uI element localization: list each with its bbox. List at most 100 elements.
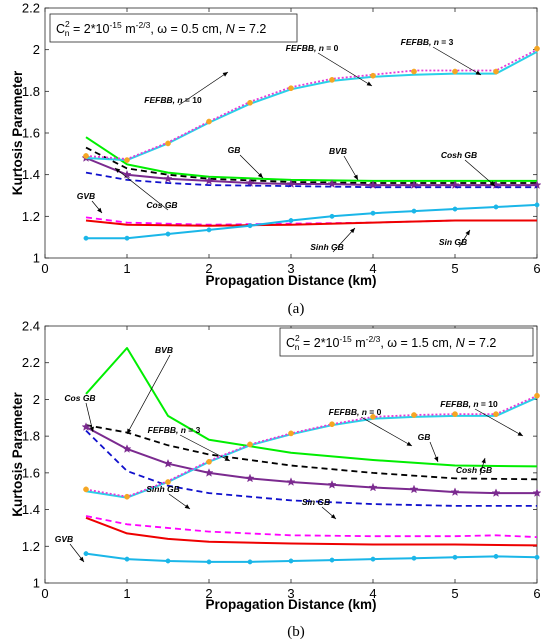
panel-a-annotation: FEFBB, n = 0 [286, 43, 373, 87]
panel-b-series-9-point [370, 414, 376, 420]
panel-b-series-2-point [327, 480, 337, 489]
panel-b-annotation-label: Sin GB [302, 497, 330, 507]
panel-a-plot-area [44, 7, 538, 259]
panel-a-y-tick-label: 1.2 [22, 209, 40, 224]
panel-b-annotation-label: FEFBB, n = 0 [329, 407, 382, 417]
panel-a-series-6-point [288, 218, 294, 223]
panel-a-annotation-arrowhead [475, 70, 481, 75]
panel-b-series-6-point [288, 558, 294, 564]
panel-b-series-2-point [286, 477, 296, 486]
panel-a-x-tick-label: 4 [369, 261, 376, 276]
panel-b-annotation-arrowhead [330, 514, 336, 519]
panel-b-x-tick-label: 6 [533, 586, 540, 601]
panel-a-y-tick-label: 1.8 [22, 84, 40, 99]
panel-a-annotation: FEFBB, n = 3 [401, 37, 482, 76]
panel-a-series-4 [85, 216, 537, 226]
panel-a-series-5-line [85, 219, 537, 227]
panel-b-parameter-box: C2 n = 2*10-15 m-2/3, ω = 1.5 cm, N = 7.2 [279, 327, 534, 357]
panel-a-annotation-label: GVB [77, 191, 95, 201]
panel-a-series-8-line [85, 48, 538, 160]
panel-a-annotation: Sinh GB [310, 227, 356, 253]
panel-a-series-2-point [163, 174, 173, 183]
panel-a-caption: (a) [288, 301, 305, 317]
panel-a-series-9-point [493, 68, 499, 75]
panel-a-x-tick-label: 0 [41, 261, 48, 276]
panel-b-annotation-arrowhead [434, 456, 439, 462]
panel-b-annotation-label: GVB [55, 534, 73, 544]
panel-a-series-6-point [370, 210, 376, 216]
panel-b-series-2-point [368, 482, 378, 492]
panel-a-x-tick-label: 5 [451, 261, 458, 276]
panel-a-parameter-text: C2 n = 2*10-15 m-2/3, ω = 0.5 cm, N = 7.2 [56, 19, 266, 38]
panel-a-series-6-point [206, 227, 212, 233]
panel-a-annotation-label: Cos GB [146, 200, 177, 210]
panel-b-series-2-point [163, 458, 173, 468]
panel-a-series-6-point [329, 213, 335, 219]
panel-a-annotation: FEFBB, n = 10 [144, 71, 229, 106]
panel-b-series-6-point [206, 559, 212, 565]
panel-a-annotation: GB [228, 145, 264, 179]
panel-a-y-tick-label: 1 [33, 251, 40, 266]
panel-a-series-7-line [85, 50, 538, 162]
panel-b-y-tick-label: 2.4 [22, 319, 40, 334]
panel-a-annotation-arrow [178, 71, 229, 106]
panel-b-series-6-point [452, 554, 458, 560]
panel-a-series-2-point [368, 180, 378, 189]
panel-b-series-6-point [247, 559, 253, 565]
panel-b-annotation-label: BVB [155, 345, 173, 355]
panel-a-series-2-point [327, 179, 337, 188]
panel-b-series-9 [83, 392, 540, 500]
panel-a-annotation-arrow [432, 46, 482, 76]
panel-a-annotation-arrowhead [489, 181, 495, 186]
panel-b-annotation-arrow [360, 416, 413, 447]
panel-b-annotation-arrow [179, 434, 231, 462]
panel-b-annotation-arrowhead [481, 458, 486, 464]
panel-b-series-2-point [532, 488, 542, 497]
panel-b-annotation-label: GB [418, 432, 431, 442]
panel-b-y-tick-label: 1 [33, 576, 40, 591]
panel-b-series-2-point [450, 487, 460, 496]
panel-a-series-7 [85, 50, 538, 162]
panel-b-series-2-line [85, 426, 537, 495]
panel-a-annotation-arrow [114, 167, 169, 211]
panel-a-series-9-point [452, 68, 458, 75]
panel-a-annotation-label: FEFBB, n = 3 [401, 37, 454, 47]
panel-b-series-9-point [206, 458, 212, 465]
panel-a-series-1-line [85, 146, 537, 184]
panel-a-x-axis-label: Propagation Distance (km) [205, 273, 376, 288]
panel-a-series-9-point [534, 45, 540, 52]
panel-b-series-2-point [409, 484, 419, 494]
panel-a-series-6-point [452, 206, 458, 212]
panel-b-series-9-point [247, 441, 253, 448]
panel-b-annotation-label: Sinh GB [146, 484, 180, 494]
panel-a-series-6 [83, 202, 540, 241]
panel-b-series-1-line [85, 424, 538, 481]
panel-b-annotation-label: Cos GB [64, 393, 95, 403]
panel-a-series-3-line [85, 171, 537, 189]
panel-a-annotation-arrowhead [353, 174, 358, 180]
panel-b-annotation-label: FEFBB, n = 10 [440, 399, 498, 409]
panel-a-series-2-point [204, 176, 214, 185]
panel-a-series-2-point [409, 180, 419, 189]
panel-b-x-tick-label: 5 [451, 586, 458, 601]
panel-a-series-6-point [534, 202, 540, 208]
panel-a-annotation-arrow [464, 159, 496, 187]
panel-a-x-tick-label: 2 [205, 261, 212, 276]
panel-a-annotation-label: Sin GB [439, 237, 467, 247]
panel-a-parameter-box: C2 n = 2*10-15 m-2/3, ω = 0.5 cm, N = 7.2 [49, 13, 298, 43]
panel-b-annotation-arrowhead [127, 428, 132, 434]
panel-b-parameter-box-frame [279, 327, 534, 357]
panel-b-annotation-arrowhead [224, 456, 230, 461]
panel-b-annotation: Sinh GB [146, 484, 191, 510]
panel-a-parameter-box-frame [49, 13, 298, 43]
panel-a-series-9-point [206, 118, 212, 125]
panel-a-y-axis-label: Kurtosis Parameter [10, 70, 25, 195]
panel-b-series-3 [85, 429, 537, 507]
panel-b-series-4-line [85, 515, 538, 538]
panel-b-annotation: Cos GB [64, 393, 96, 433]
panel-b-annotation: BVB [126, 345, 173, 435]
panel-a-series-2-point [122, 169, 132, 179]
panel-a-annotation: BVB [329, 146, 359, 181]
panel-a-series-9 [83, 45, 540, 163]
